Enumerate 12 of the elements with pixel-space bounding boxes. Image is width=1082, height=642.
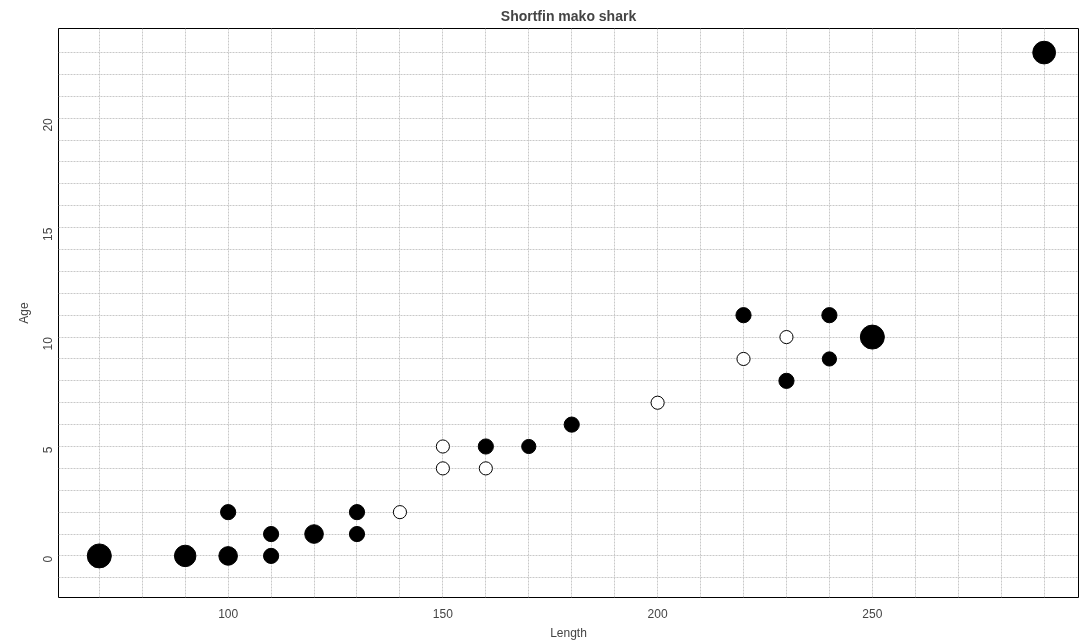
- x-tick-label: 100: [218, 606, 239, 621]
- y-tick-label: 5: [41, 446, 55, 454]
- x-tick-label: 150: [432, 606, 454, 621]
- y-tick-label: 20: [41, 117, 55, 132]
- y-tick-label: 15: [41, 227, 55, 241]
- x-tick-label: 200: [647, 606, 668, 621]
- y-tick-label: 10: [41, 336, 55, 351]
- x-axis-title: Length: [550, 625, 587, 640]
- y-axis-title: Age: [16, 302, 31, 324]
- chart-title: Shortfin mako shark: [500, 7, 637, 24]
- y-tick-label: 0: [41, 555, 55, 563]
- x-tick-label: 250: [862, 606, 883, 621]
